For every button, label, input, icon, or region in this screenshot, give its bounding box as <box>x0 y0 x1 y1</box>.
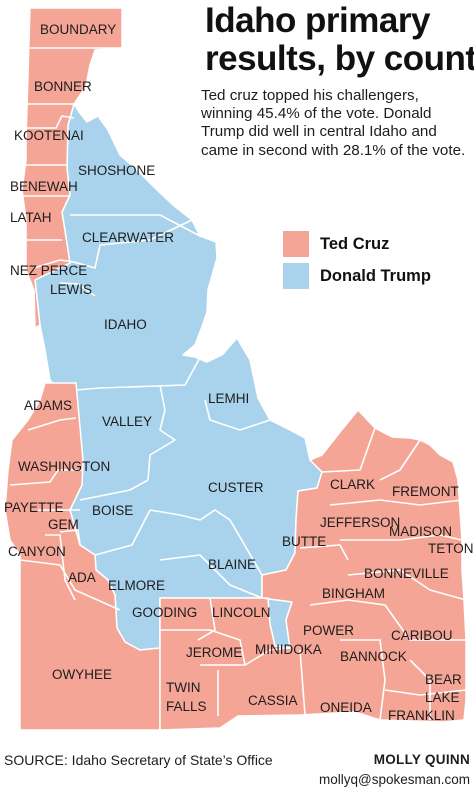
county-label-kootenai: KOOTENAI <box>14 128 84 143</box>
legend-label-cruz: Ted Cruz <box>320 234 390 253</box>
county-label-gem: GEM <box>48 517 79 532</box>
credit-email: mollyq@spokesman.com <box>318 772 470 787</box>
county-label-cassia: CASSIA <box>248 693 298 708</box>
county-label-madison: MADISON <box>389 524 452 539</box>
cruz-north-region <box>21 7 123 329</box>
county-label-lincoln: LINCOLN <box>212 605 271 620</box>
legend-swatch-cruz <box>283 231 309 257</box>
county-label-jefferson: JEFFERSON <box>320 515 400 530</box>
county-label-payette: PAYETTE <box>4 500 64 515</box>
county-label-caribou: CARIBOU <box>391 628 453 643</box>
county-label-custer: CUSTER <box>208 480 264 495</box>
county-label-elmore: ELMORE <box>108 578 165 593</box>
county-label-lemhi: LEMHI <box>208 391 249 406</box>
legend-label-trump: Donald Trump <box>320 266 431 285</box>
cruz-southeast-region <box>159 409 467 731</box>
county-label-power: POWER <box>303 623 354 638</box>
legend-item-trump: Donald Trump <box>283 263 431 289</box>
subtitle: Ted cruz topped his challengers, winning… <box>201 87 466 159</box>
county-label-benewah: BENEWAH <box>10 179 78 194</box>
county-label-owyhee: OWYHEE <box>52 667 112 682</box>
county-label-nezperce: NEZ PERCE <box>10 263 87 278</box>
county-label-bonner: BONNER <box>34 79 92 94</box>
county-label-bonneville: BONNEVILLE <box>364 566 449 581</box>
county-label-twinfalls-1: TWIN <box>166 680 201 695</box>
county-label-minidoka: MINIDOKA <box>255 642 322 657</box>
county-label-jerome: JEROME <box>186 645 242 660</box>
title-line-2: results, by county <box>205 39 474 78</box>
county-label-ada: ADA <box>68 570 96 585</box>
page-title: Idaho primary results, by county <box>205 1 474 78</box>
county-label-boise: BOISE <box>92 503 133 518</box>
county-label-adams: ADAMS <box>24 398 72 413</box>
credit-name: MOLLY QUINN <box>373 752 470 767</box>
legend-swatch-trump <box>283 263 309 289</box>
county-label-idaho: IDAHO <box>104 317 147 332</box>
county-label-teton: TETON <box>428 541 474 556</box>
legend-item-cruz: Ted Cruz <box>283 231 389 257</box>
county-label-butte: BUTTE <box>282 534 326 549</box>
county-label-fremont: FREMONT <box>392 484 459 499</box>
county-label-franklin: FRANKLIN <box>388 708 455 723</box>
county-label-bingham: BINGHAM <box>322 586 385 601</box>
county-label-bearlake-2: LAKE <box>425 690 460 705</box>
county-label-washington: WASHINGTON <box>18 459 110 474</box>
cruz-west-region <box>4 382 161 731</box>
county-label-lewis: LEWIS <box>50 282 92 297</box>
county-label-latah: LATAH <box>10 210 52 225</box>
county-label-blaine: BLAINE <box>208 557 256 572</box>
county-label-oneida: ONEIDA <box>320 700 372 715</box>
county-label-shoshone: SHOSHONE <box>78 163 155 178</box>
county-label-clearwater: CLEARWATER <box>82 230 174 245</box>
county-label-clark: CLARK <box>330 477 375 492</box>
county-label-boundary: BOUNDARY <box>40 22 116 37</box>
county-label-gooding: GOODING <box>132 605 197 620</box>
county-label-bearlake-1: BEAR <box>425 672 462 687</box>
county-label-valley: VALLEY <box>102 414 152 429</box>
source-note: SOURCE: Idaho Secretary of State’s Offic… <box>4 752 273 768</box>
title-line-1: Idaho primary <box>205 1 430 40</box>
county-label-canyon: CANYON <box>8 544 66 559</box>
county-label-twinfalls-2: FALLS <box>166 699 207 714</box>
county-label-bannock: BANNOCK <box>340 649 407 664</box>
